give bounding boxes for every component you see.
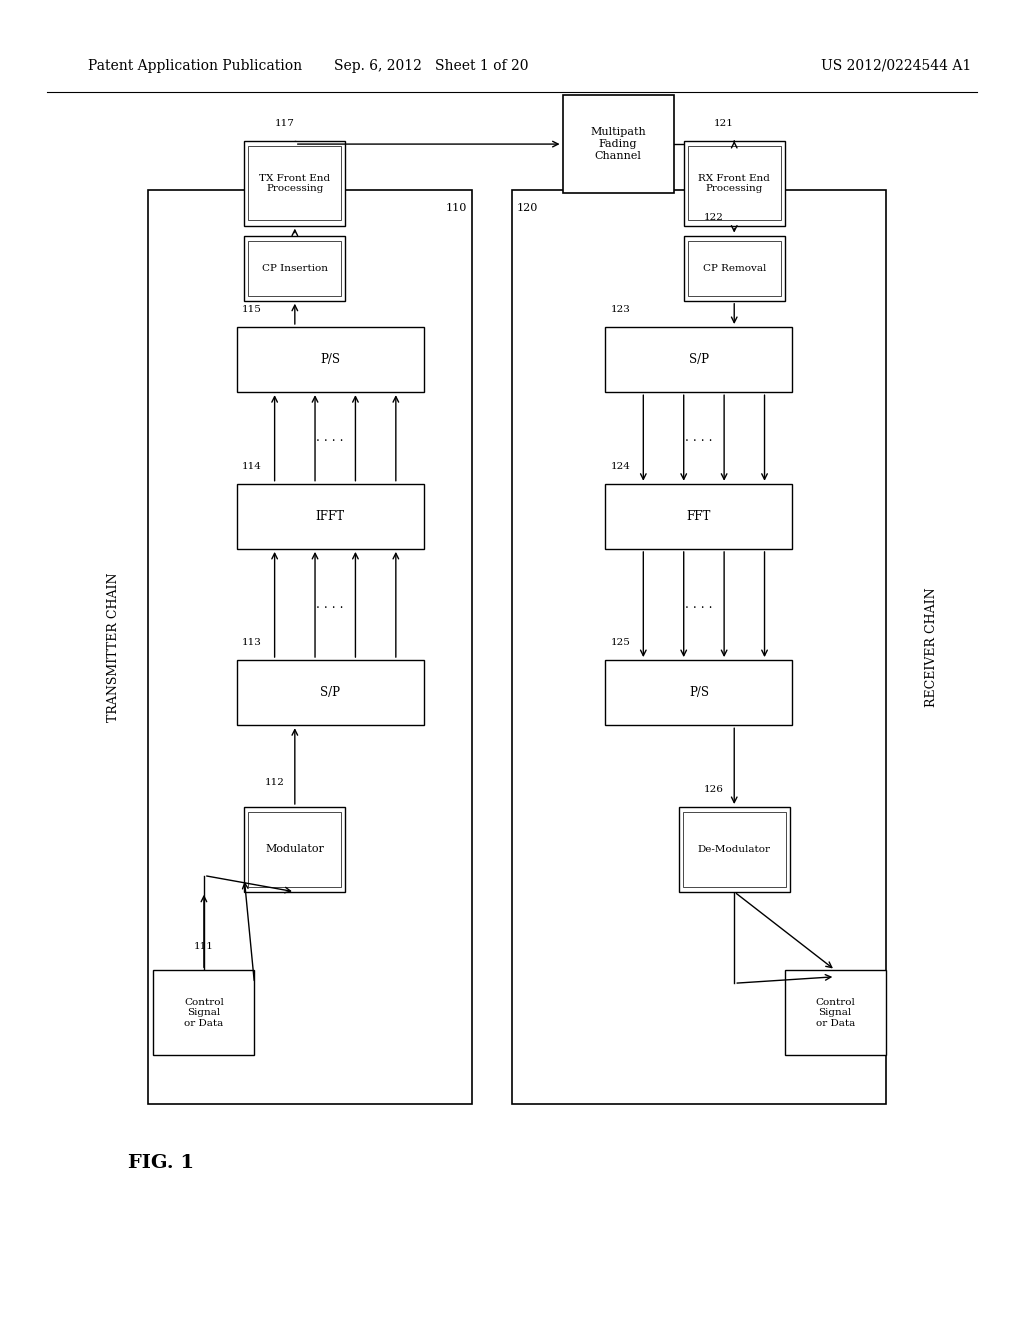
Text: . . . .: . . . . <box>685 432 713 445</box>
Text: US 2012/0224544 A1: US 2012/0224544 A1 <box>820 58 971 73</box>
Text: 113: 113 <box>242 638 261 647</box>
Text: 126: 126 <box>703 785 724 793</box>
Text: 117: 117 <box>274 119 295 128</box>
FancyBboxPatch shape <box>605 327 793 392</box>
Text: 124: 124 <box>611 462 631 471</box>
Text: 123: 123 <box>611 305 631 314</box>
Text: Patent Application Publication: Patent Application Publication <box>88 58 302 73</box>
Text: S/P: S/P <box>321 686 340 700</box>
FancyBboxPatch shape <box>784 970 886 1055</box>
Text: 110: 110 <box>445 203 467 213</box>
FancyBboxPatch shape <box>605 483 793 549</box>
FancyBboxPatch shape <box>684 235 784 301</box>
Text: FIG. 1: FIG. 1 <box>128 1154 195 1172</box>
FancyBboxPatch shape <box>562 95 674 193</box>
Text: 122: 122 <box>703 214 724 223</box>
Text: IFFT: IFFT <box>315 510 345 523</box>
Text: FFT: FFT <box>687 510 711 523</box>
Text: Control
Signal
or Data: Control Signal or Data <box>184 998 224 1027</box>
FancyBboxPatch shape <box>154 970 254 1055</box>
FancyBboxPatch shape <box>237 483 424 549</box>
Text: S/P: S/P <box>689 352 709 366</box>
Text: TRANSMITTER CHAIN: TRANSMITTER CHAIN <box>106 572 120 722</box>
Text: 120: 120 <box>517 203 539 213</box>
FancyBboxPatch shape <box>237 660 424 725</box>
Text: Multipath
Fading
Channel: Multipath Fading Channel <box>590 128 646 161</box>
Text: Modulator: Modulator <box>265 845 325 854</box>
Text: 115: 115 <box>242 305 261 314</box>
Text: 114: 114 <box>242 462 261 471</box>
FancyBboxPatch shape <box>679 807 790 892</box>
Text: De-Modulator: De-Modulator <box>697 845 771 854</box>
FancyBboxPatch shape <box>245 807 345 892</box>
Text: . . . .: . . . . <box>685 598 713 611</box>
Text: RECEIVER CHAIN: RECEIVER CHAIN <box>925 587 938 706</box>
FancyBboxPatch shape <box>512 190 886 1104</box>
Text: P/S: P/S <box>321 352 340 366</box>
Text: 125: 125 <box>611 638 631 647</box>
Text: . . . .: . . . . <box>316 432 344 445</box>
Text: P/S: P/S <box>689 686 709 700</box>
FancyBboxPatch shape <box>684 141 784 226</box>
Text: RX Front End
Processing: RX Front End Processing <box>698 173 770 193</box>
Text: Control
Signal
or Data: Control Signal or Data <box>815 998 855 1027</box>
FancyBboxPatch shape <box>245 235 345 301</box>
FancyBboxPatch shape <box>245 141 345 226</box>
FancyBboxPatch shape <box>605 660 793 725</box>
Text: 111: 111 <box>194 941 214 950</box>
Text: CP Insertion: CP Insertion <box>262 264 328 273</box>
FancyBboxPatch shape <box>148 190 472 1104</box>
Text: 116: 116 <box>264 214 285 223</box>
FancyBboxPatch shape <box>237 327 424 392</box>
Text: CP Removal: CP Removal <box>702 264 766 273</box>
Text: . . . .: . . . . <box>316 598 344 611</box>
Text: Sep. 6, 2012   Sheet 1 of 20: Sep. 6, 2012 Sheet 1 of 20 <box>334 58 528 73</box>
Text: 121: 121 <box>714 119 734 128</box>
Text: 112: 112 <box>264 779 285 787</box>
Text: TX Front End
Processing: TX Front End Processing <box>259 173 331 193</box>
